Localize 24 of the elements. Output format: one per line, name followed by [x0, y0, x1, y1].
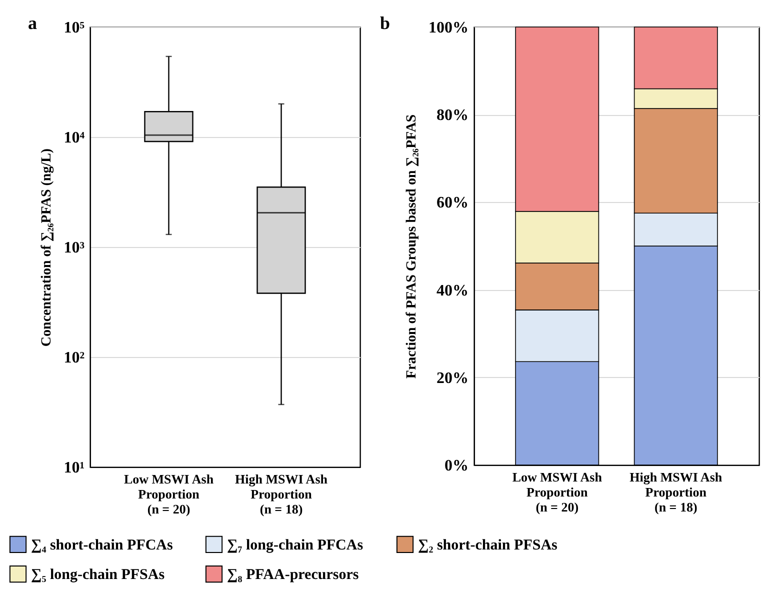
legend-label: ∑₇ long-chain PFCAs [227, 537, 364, 554]
chart-title: a [28, 13, 37, 33]
y-axis-title: Fraction of PFAS Groups based on ∑₂₆PFAS [404, 114, 420, 379]
y-tick-label: 10¹ [64, 460, 85, 476]
x-tick-label: High MSWI Ash Proportion (n = 18) [235, 472, 328, 516]
y-tick-label: 40% [436, 282, 468, 300]
y-tick-label: 10² [64, 350, 85, 366]
y-tick-label: 100% [428, 20, 468, 36]
legend-label: ∑₈ PFAA-precursors [227, 567, 359, 583]
y-tick-label: 10⁴ [64, 130, 85, 146]
y-tick-label: 10⁵ [64, 20, 85, 36]
chart-title: b [380, 13, 390, 33]
x-tick-label: Low MSWI Ash Proportion (n = 20) [512, 470, 603, 514]
legend-label: ∑₄ short-chain PFCAs [31, 537, 174, 554]
y-tick-label: 60% [436, 194, 468, 212]
y-axis-title: Concentration of ∑₂₆PFAS (ng/L) [40, 148, 55, 347]
y-tick-label: 10³ [64, 240, 85, 256]
y-tick-label: 20% [436, 370, 468, 387]
x-tick-label: Low MSWI Ash Proportion (n = 20) [124, 472, 214, 516]
x-tick-label: High MSWI Ash Proportion (n = 18) [630, 470, 723, 514]
y-tick-label: 80% [436, 107, 468, 124]
legend-label: ∑₅ long-chain PFSAs [31, 567, 165, 583]
y-tick-label: 0% [444, 458, 468, 474]
legend-label: ∑₂ short-chain PFSAs [418, 537, 558, 554]
